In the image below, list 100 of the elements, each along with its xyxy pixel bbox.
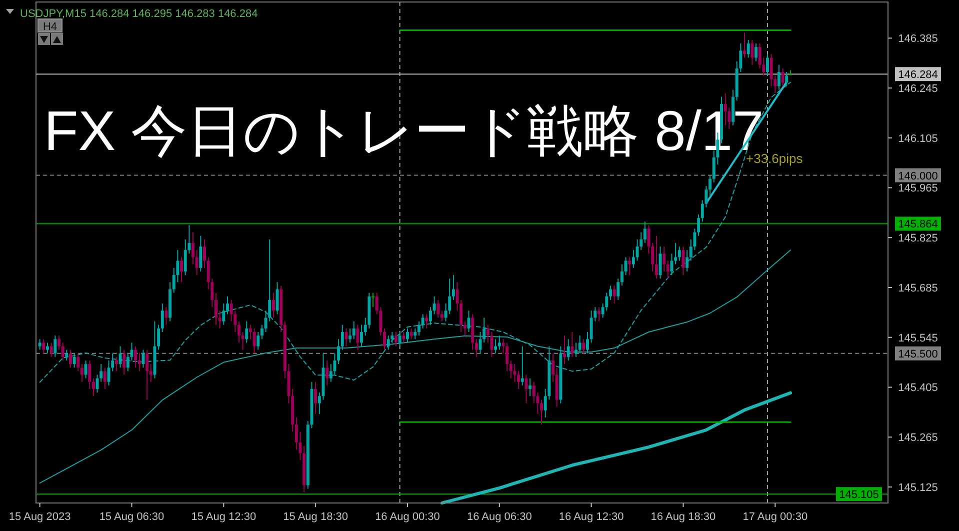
candlestick	[50, 342, 53, 358]
line-series	[440, 391, 792, 505]
candlestick	[417, 320, 420, 336]
candlestick	[414, 328, 417, 340]
candlestick	[624, 256, 628, 276]
candlestick	[743, 32, 746, 58]
x-tick-label: 15 Aug 2023	[8, 511, 71, 523]
ref-line-label: 146.000	[898, 170, 938, 182]
candlestick	[372, 292, 375, 308]
y-tick-label: 145.265	[898, 432, 938, 444]
candlestick	[654, 235, 658, 280]
candlestick	[76, 352, 80, 372]
candlestick	[146, 349, 149, 400]
candlestick	[520, 346, 524, 386]
candlestick	[686, 250, 689, 272]
candlestick	[506, 342, 509, 372]
candlestick	[103, 367, 106, 390]
candlestick	[440, 310, 444, 322]
candlestick	[467, 310, 470, 333]
candlestick	[72, 352, 76, 368]
candlestick	[754, 42, 758, 62]
candlestick	[326, 360, 329, 386]
candlestick	[160, 303, 164, 333]
candlestick	[226, 296, 229, 315]
x-tick-label: 16 Aug 00:30	[375, 511, 440, 523]
candlestick	[356, 324, 360, 350]
candlestick	[616, 278, 620, 300]
candlestick	[566, 338, 570, 362]
candlestick	[180, 256, 184, 283]
candlestick	[386, 335, 390, 350]
y-tick-label: 145.405	[898, 382, 938, 394]
candlestick	[658, 246, 662, 280]
candlestick	[118, 346, 122, 368]
candlestick	[513, 364, 516, 382]
candlestick	[314, 381, 318, 414]
candlestick	[586, 332, 589, 354]
candlestick	[42, 338, 46, 354]
candlestick	[61, 342, 64, 362]
candlestick	[256, 332, 260, 350]
x-tick-label: 16 Aug 18:30	[650, 511, 716, 523]
candlestick	[241, 332, 244, 350]
candlestick	[65, 349, 68, 362]
candlestick	[436, 299, 440, 318]
candlestick	[670, 253, 674, 276]
candlestick	[203, 238, 206, 268]
x-tick-label: 15 Aug 06:30	[99, 511, 164, 523]
candlestick	[164, 306, 168, 326]
candlestick	[276, 282, 279, 315]
candlestick	[398, 332, 402, 347]
candlestick	[245, 320, 248, 344]
candlestick	[248, 324, 252, 340]
candlestick	[628, 256, 632, 276]
candlestick	[142, 349, 145, 368]
candlestick	[252, 328, 256, 354]
candlestick	[574, 342, 578, 358]
candlestick	[620, 264, 624, 286]
candlestick	[222, 303, 226, 326]
candlestick	[114, 356, 118, 372]
candlestick	[578, 335, 582, 354]
candlestick	[157, 324, 160, 350]
candlestick	[406, 328, 409, 344]
candlestick	[524, 374, 528, 404]
y-tick-label: 145.685	[898, 282, 938, 294]
candlestick	[666, 260, 670, 280]
candlestick	[294, 417, 298, 450]
candlestick	[383, 328, 386, 350]
candlestick	[552, 352, 555, 382]
candlestick	[750, 39, 754, 66]
candlestick	[463, 320, 466, 336]
ref-line-label: 146.284	[898, 69, 938, 82]
candlestick	[563, 335, 566, 365]
candlestick	[509, 360, 512, 379]
candlestick	[632, 250, 635, 268]
y-tick-label: 145.125	[898, 482, 938, 494]
ref-line-label: 145.105	[839, 489, 879, 502]
annotation: H4	[42, 21, 58, 33]
candlestick	[474, 338, 478, 358]
candlestick	[88, 360, 92, 390]
x-tick-label: 16 Aug 12:30	[558, 511, 624, 523]
ref-line-label: 145.500	[898, 348, 938, 360]
candlestick	[697, 214, 700, 236]
candlestick	[766, 54, 769, 76]
candlestick	[199, 235, 202, 272]
y-tick-label: 146.245	[898, 82, 938, 95]
candlestick	[590, 310, 593, 344]
candlestick	[80, 364, 84, 382]
candlestick	[92, 378, 95, 397]
candlestick	[344, 328, 348, 347]
candlestick	[597, 306, 600, 322]
candlestick	[785, 71, 788, 87]
candlestick	[84, 360, 88, 379]
x-tick-label: 16 Aug 06:30	[466, 511, 532, 523]
candlestick	[498, 335, 501, 350]
candlestick	[746, 39, 750, 58]
candlestick	[612, 285, 616, 304]
x-tick-label: 15 Aug 12:30	[191, 511, 256, 523]
candlestick	[708, 174, 712, 198]
candlestick	[421, 314, 424, 329]
candlestick	[643, 221, 646, 244]
candlestick	[428, 306, 432, 326]
